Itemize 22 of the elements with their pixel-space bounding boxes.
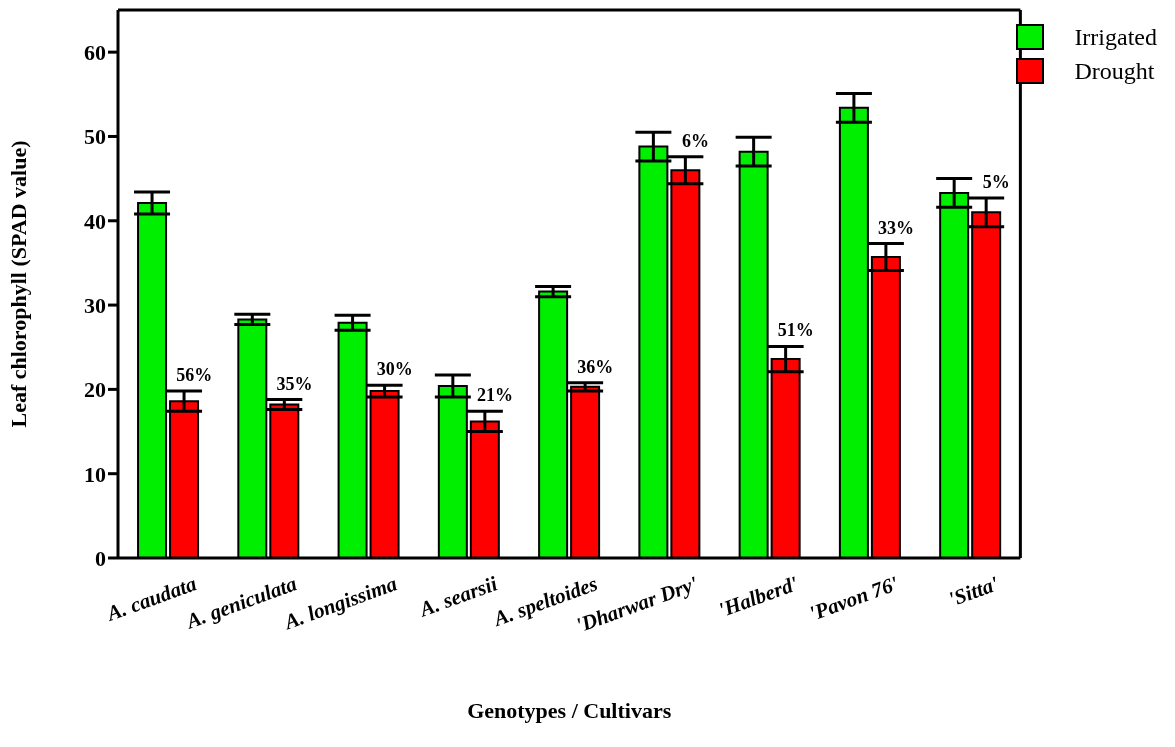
y-tick-label: 0 — [95, 545, 106, 571]
annotation: 30% — [376, 359, 413, 380]
annotation: 21% — [476, 385, 513, 406]
y-tick-label: 40 — [84, 208, 106, 234]
y-axis-title: Leaf chlorophyll (SPAD value) — [5, 140, 31, 428]
annotation: 56% — [176, 365, 213, 386]
x-axis-title: Genotypes / Cultivars — [467, 698, 672, 723]
annotation: 6% — [681, 130, 709, 151]
legend-label: Irrigated — [1074, 23, 1157, 51]
x-tick-label: 'Pavon 76' — [806, 571, 902, 626]
legend-label: Drought — [1074, 57, 1155, 85]
y-tick-label: 20 — [84, 377, 106, 403]
annotation: 5% — [982, 172, 1010, 193]
annotation: 35% — [276, 373, 313, 394]
annotation: 33% — [877, 217, 914, 238]
annotation: 36% — [577, 356, 614, 377]
y-tick-label: 10 — [84, 461, 106, 487]
y-tick-label: 50 — [84, 124, 106, 150]
x-tick-label: 'Sitta' — [945, 571, 1002, 612]
y-tick-label: 30 — [84, 292, 106, 318]
annotation: 51% — [777, 320, 814, 341]
y-tick-label: 60 — [84, 39, 106, 65]
